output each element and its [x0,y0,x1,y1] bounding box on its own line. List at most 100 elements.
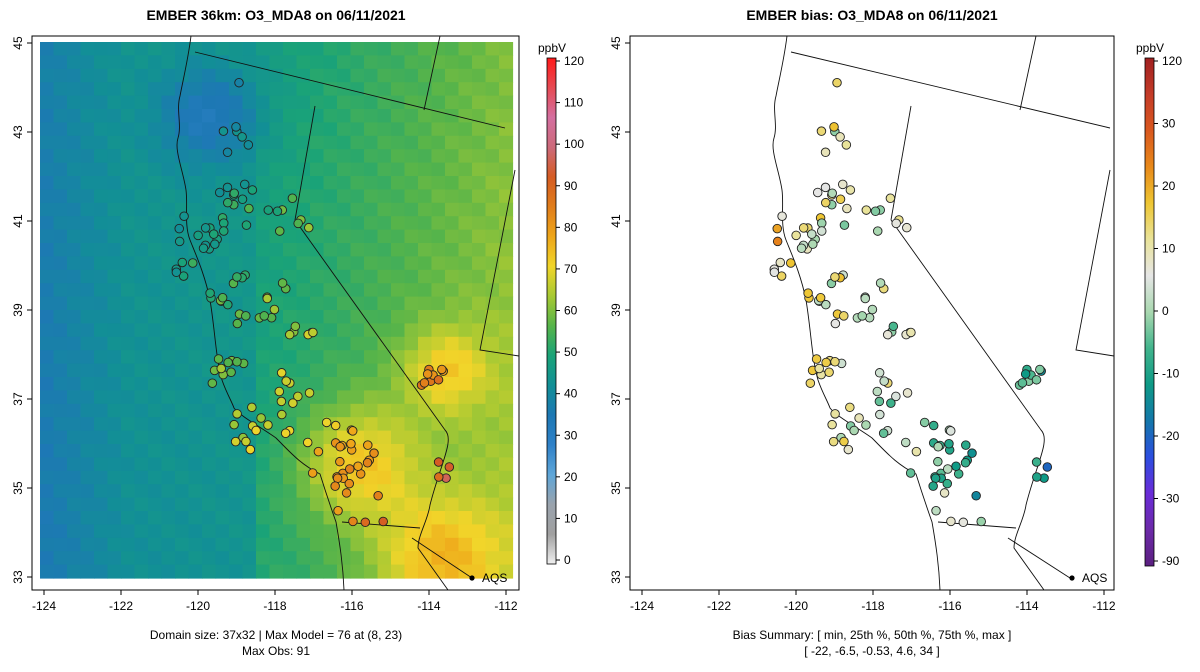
model-grid-cell [323,323,338,338]
observation-site-marker [269,304,280,315]
model-grid-cell [391,484,406,499]
model-grid-cell [485,350,500,365]
model-grid-cell [94,403,109,418]
model-grid-cell [175,470,190,485]
model-grid-cell [215,390,230,405]
model-grid-cell [53,551,68,566]
model-grid-cell [499,162,514,177]
model-grid-cell [53,256,68,271]
model-grid-cell [161,256,176,271]
model-grid-cell [242,497,257,512]
observation-site-marker [812,187,823,198]
model-grid-cell [485,135,500,150]
model-grid-cell [202,256,217,271]
model-grid-cell [256,162,271,177]
model-grid-cell [229,243,244,257]
left-aqs-label: AQS [482,571,507,585]
model-grid-cell [148,377,163,391]
observation-site-marker [839,311,849,321]
observation-site-marker [928,481,938,491]
model-grid-cell [107,484,122,499]
model-grid-cell [418,457,433,472]
model-grid-cell [310,216,325,231]
model-grid-cell [337,229,352,244]
model-grid-cell [175,42,190,56]
model-grid-cell [350,323,365,338]
model-grid-cell [269,484,284,499]
model-grid-cell [364,95,379,110]
model-grid-cell [94,430,109,445]
observation-site-marker [828,436,839,447]
model-grid-cell [364,350,379,365]
model-grid-cell [188,417,203,432]
model-grid-cell [148,42,163,56]
model-grid-cell [310,229,325,244]
colorbar-tick-label: 10 [564,511,578,525]
model-grid-cell [364,243,379,257]
model-grid-cell [350,256,365,271]
model-grid-cell [485,457,500,472]
model-grid-cell [202,122,217,137]
observation-site-marker [875,278,886,288]
model-grid-cell [269,149,284,164]
model-grid-cell [256,269,271,284]
model-grid-cell [256,444,271,458]
model-grid-cell [94,417,109,432]
model-grid-cell [418,82,433,97]
model-grid-cell [256,484,271,499]
model-grid-cell [40,229,55,244]
observation-site-marker [237,194,248,204]
model-grid-cell [242,470,257,485]
model-grid-cell [337,296,352,311]
model-grid-cell [418,122,433,137]
observation-site-marker [251,425,261,436]
model-grid-cell [485,109,500,123]
model-grid-cell [445,68,460,83]
observation-site-marker [259,311,269,321]
model-grid-cell [472,377,487,391]
model-grid-cell [404,444,419,458]
model-grid-cell [215,444,230,458]
model-grid-cell [458,95,473,110]
model-grid-cell [418,350,433,365]
model-grid-cell [296,269,311,284]
model-grid-cell [404,403,419,418]
model-grid-cell [94,269,109,284]
observation-site-marker [821,299,831,310]
model-grid-cell [377,403,392,418]
model-grid-cell [148,135,163,150]
model-grid-cell [107,524,122,539]
observation-site-marker [244,203,254,214]
model-grid-cell [337,336,352,351]
model-grid-cell [67,430,82,445]
model-grid-cell [107,511,122,525]
observation-site-marker [229,419,239,430]
y-tick-label: 45 [609,36,623,50]
model-grid-cell [404,68,419,83]
observation-site-marker [900,437,911,448]
model-grid-cell [283,511,298,525]
model-grid-cell [107,323,122,338]
model-grid-cell [67,551,82,566]
model-grid-cell [175,323,190,338]
model-grid-cell [188,537,203,552]
model-grid-cell [188,68,203,83]
x-tick-label: -116 [340,599,363,613]
model-grid-cell [161,484,176,499]
model-grid-cell [53,336,68,351]
model-grid-cell [107,162,122,177]
model-grid-cell [202,95,217,110]
model-grid-cell [350,350,365,365]
colorbar-tick-label: -10 [1162,367,1180,381]
model-grid-cell [485,162,500,177]
model-grid-cell [391,189,406,204]
model-grid-cell [310,564,325,579]
model-grid-cell [121,310,136,324]
model-grid-cell [364,377,379,391]
model-grid-cell [337,82,352,97]
model-grid-cell [499,269,514,284]
model-grid-cell [391,390,406,405]
model-grid-cell [202,55,217,70]
model-grid-cell [161,243,176,257]
model-grid-cell [377,216,392,231]
